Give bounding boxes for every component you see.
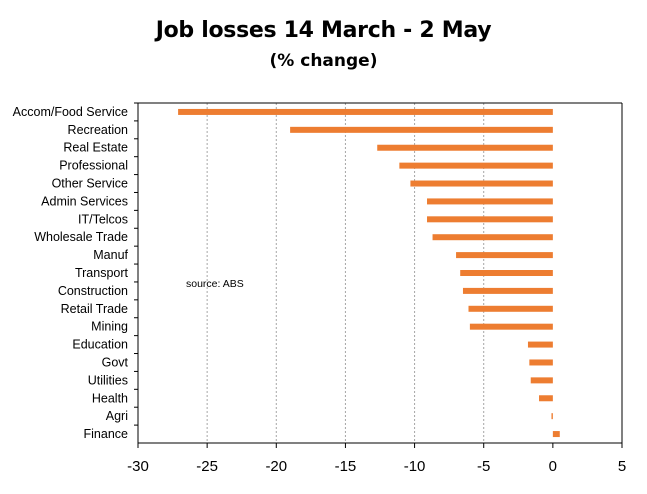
bar-professional [399, 162, 553, 169]
chart-subtitle: (% change) [269, 51, 378, 71]
x-tick-label: 5 [618, 458, 626, 475]
category-label: Health [92, 391, 128, 405]
bar-govt [529, 359, 553, 366]
category-label: Utilities [88, 373, 128, 387]
bars [178, 108, 560, 438]
bar-real-estate [377, 144, 553, 151]
bar-manuf [456, 252, 553, 259]
bar-agri [551, 413, 553, 420]
category-label: Finance [84, 427, 129, 441]
bar-retail-trade [468, 305, 553, 312]
category-label: Construction [58, 284, 128, 298]
x-tick-label: -5 [477, 458, 490, 475]
bar-education [527, 341, 553, 348]
x-tick-label: 0 [549, 458, 557, 475]
x-tick-label: -30 [127, 458, 149, 475]
bar-finance [552, 431, 560, 438]
gridlines [206, 103, 485, 443]
category-label: Education [72, 338, 128, 352]
tick-labels: -30 -25 -20 -15 -10 -5 0 5 [127, 458, 626, 475]
source-note: source: ABS [186, 278, 244, 290]
bar-wholesale-trade [432, 234, 553, 241]
category-label: Recreation [68, 123, 128, 137]
bar-transport [460, 270, 553, 276]
category-label: Professional [59, 159, 128, 173]
bar-recreation [290, 126, 553, 133]
axes [134, 102, 623, 448]
category-label: IT/Telcos [78, 212, 128, 226]
category-label: Retail Trade [61, 302, 128, 316]
bar-accom-food-service [178, 108, 553, 115]
bar-utilities [530, 377, 553, 384]
category-label: Accom/Food Service [13, 105, 128, 119]
category-label: Agri [106, 409, 128, 423]
x-tick-label: -25 [196, 458, 218, 475]
category-label: Govt [102, 355, 129, 369]
x-tick-label: -20 [265, 458, 287, 475]
x-tick-label: -15 [335, 458, 357, 475]
category-label: Real Estate [63, 141, 128, 155]
bar-health [539, 395, 553, 402]
category-label: Other Service [52, 177, 128, 191]
category-label: Transport [75, 266, 129, 280]
category-label: Mining [91, 320, 128, 334]
bar-mining [469, 323, 553, 330]
category-label: Manuf [93, 248, 128, 262]
category-labels: Accom/Food Service Recreation Real Estate P… [13, 105, 129, 441]
bar-construction [462, 287, 553, 294]
x-tick-label: -10 [404, 458, 426, 475]
category-label: Wholesale Trade [34, 230, 128, 244]
category-label: Admin Services [41, 194, 128, 208]
bar-it-telcos [427, 216, 553, 223]
bar-other-service [410, 180, 553, 187]
chart-title: Job losses 14 March - 2 May [155, 18, 492, 43]
bar-admin-services [427, 198, 553, 205]
